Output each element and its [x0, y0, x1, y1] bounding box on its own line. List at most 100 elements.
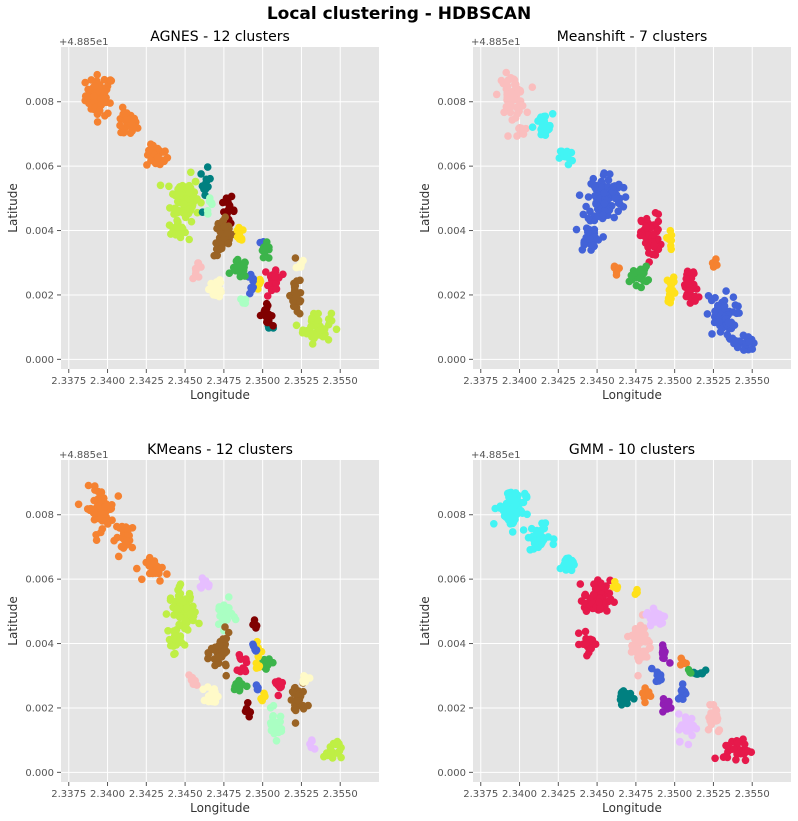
data-point-cluster-3 — [633, 588, 641, 597]
data-point-cluster-10 — [212, 278, 221, 286]
data-point-cluster-2 — [176, 636, 184, 645]
x-tick-label: 2.3450 — [168, 789, 203, 800]
data-point-cluster-2 — [185, 589, 194, 598]
data-point-cluster-2 — [711, 754, 719, 763]
data-point-cluster-2 — [187, 168, 195, 177]
data-point-cluster-4 — [272, 737, 281, 745]
data-point-cluster-2 — [337, 753, 345, 762]
data-point-cluster-10 — [687, 669, 695, 677]
data-point-cluster-6 — [659, 695, 668, 703]
data-point-cluster-3 — [611, 578, 619, 586]
data-point-cluster-1 — [107, 504, 116, 513]
subplot-2: 2.3375 2.3400 2.3425 2.3450 2.3475 2.3500 2.35… — [418, 29, 791, 402]
data-point-cluster-7 — [674, 695, 683, 703]
data-point-cluster-6 — [668, 286, 677, 295]
data-point-cluster-2 — [556, 147, 565, 156]
data-point-cluster-1 — [161, 147, 169, 155]
data-point-cluster-8 — [232, 261, 241, 270]
data-point-cluster-11 — [204, 683, 212, 691]
data-point-cluster-1 — [90, 97, 98, 106]
y-tick-label: 0.002 — [25, 703, 54, 714]
data-point-cluster-2 — [175, 620, 183, 629]
data-point-cluster-4 — [230, 613, 238, 621]
data-point-cluster-5 — [635, 267, 644, 275]
data-point-cluster-5 — [211, 661, 219, 670]
data-point-cluster-6 — [252, 624, 260, 632]
data-point-cluster-8 — [241, 667, 250, 676]
data-point-cluster-3 — [584, 193, 593, 201]
x-tick-label: 2.3500 — [657, 789, 692, 800]
data-point-cluster-8 — [242, 655, 250, 663]
data-point-cluster-8 — [276, 678, 285, 687]
data-point-cluster-5 — [653, 612, 661, 620]
data-point-cluster-4 — [269, 712, 278, 720]
data-point-cluster-6 — [658, 641, 667, 649]
data-point-cluster-1 — [540, 535, 548, 544]
data-point-cluster-1 — [130, 114, 139, 123]
x-tick-label: 2.3525 — [284, 789, 319, 800]
data-point-cluster-2 — [581, 627, 590, 636]
data-point-cluster-2 — [562, 148, 570, 156]
data-point-cluster-2 — [165, 182, 173, 191]
y-tick-label: 0.002 — [437, 703, 466, 714]
data-point-cluster-4 — [691, 297, 699, 305]
data-point-cluster-2 — [175, 230, 183, 239]
x-tick-label: 2.3425 — [129, 789, 164, 800]
data-point-cluster-2 — [174, 592, 183, 600]
data-point-cluster-2 — [292, 321, 301, 330]
data-point-cluster-1 — [505, 514, 513, 523]
data-point-cluster-4 — [639, 629, 647, 637]
data-point-cluster-5 — [676, 737, 684, 746]
data-point-cluster-5 — [220, 649, 229, 657]
data-point-cluster-4 — [642, 223, 651, 232]
data-point-cluster-9 — [272, 285, 281, 293]
x-tick-label: 2.3400 — [502, 376, 537, 387]
data-point-cluster-2 — [156, 181, 165, 190]
data-point-cluster-1 — [513, 132, 521, 140]
y-offset-label: +4.885e1 — [471, 37, 521, 48]
subplot-title: GMM - 10 clusters — [569, 442, 695, 458]
x-tick-label: 2.3475 — [206, 376, 241, 387]
data-point-cluster-5 — [224, 628, 233, 637]
data-point-cluster-3 — [591, 183, 599, 192]
data-point-cluster-3 — [734, 302, 742, 311]
data-point-cluster-4 — [648, 250, 657, 259]
data-point-cluster-1 — [83, 93, 92, 101]
data-point-cluster-2 — [528, 123, 537, 131]
data-point-cluster-1 — [519, 498, 528, 507]
data-point-cluster-2 — [310, 334, 319, 343]
data-point-cluster-8 — [641, 698, 649, 707]
data-point-cluster-1 — [106, 76, 115, 84]
data-point-cluster-5 — [288, 688, 297, 696]
data-point-cluster-1 — [530, 540, 539, 548]
data-point-cluster-2 — [734, 738, 743, 747]
data-point-cluster-2 — [320, 752, 328, 761]
data-point-cluster-1 — [100, 510, 109, 518]
data-point-cluster-1 — [114, 492, 123, 500]
data-point-cluster-2 — [173, 222, 181, 231]
data-point-cluster-1 — [93, 118, 102, 126]
data-point-cluster-2 — [185, 188, 194, 197]
subplot-title: Meanshift - 7 clusters — [557, 29, 708, 45]
data-point-cluster-2 — [591, 640, 600, 648]
data-point-cluster-9 — [262, 268, 270, 276]
y-tick-label: 0.006 — [25, 162, 54, 173]
y-offset-label: +4.885e1 — [471, 450, 521, 461]
data-point-cluster-1 — [90, 515, 99, 524]
data-point-cluster-3 — [611, 194, 619, 202]
data-point-cluster-5 — [675, 710, 683, 718]
data-point-cluster-1 — [113, 533, 121, 542]
data-point-cluster-1 — [163, 154, 172, 162]
data-point-cluster-4 — [225, 604, 233, 612]
data-point-cluster-6 — [669, 273, 678, 282]
data-point-cluster-8 — [645, 688, 653, 696]
scatter-points — [492, 68, 758, 354]
data-point-cluster-1 — [120, 128, 128, 137]
y-tick-label: 0.006 — [25, 575, 54, 586]
data-point-cluster-10 — [294, 263, 303, 271]
data-point-cluster-1 — [101, 98, 110, 106]
data-point-cluster-2 — [581, 591, 589, 600]
data-point-cluster-1 — [492, 90, 501, 99]
data-point-cluster-2 — [582, 639, 590, 647]
data-point-cluster-3 — [203, 163, 212, 171]
